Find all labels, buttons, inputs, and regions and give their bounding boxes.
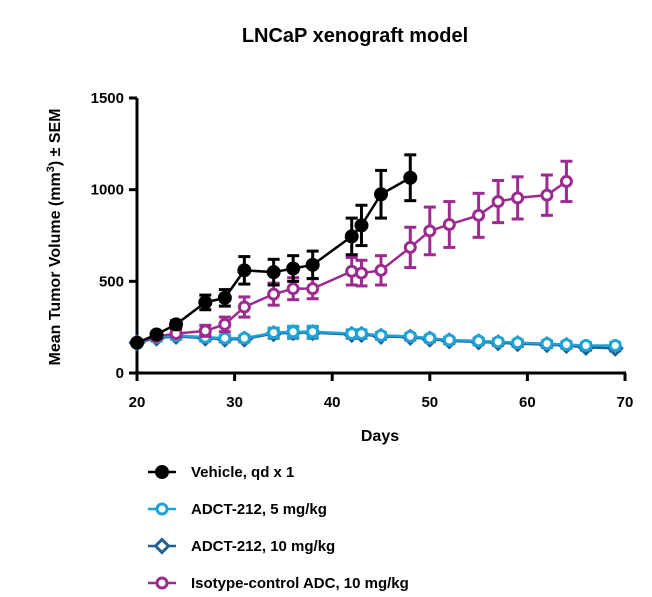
y-axis-title-suffix: ) ± SEM: [47, 109, 64, 167]
data-point: [354, 266, 368, 280]
data-point: [305, 257, 320, 272]
legend-label: Isotype-control ADC, 10 mg/kg: [191, 575, 409, 592]
data-point: [511, 336, 525, 350]
data-point: [354, 327, 368, 341]
data-point: [374, 263, 388, 277]
legend-label: ADCT-212, 10 mg/kg: [191, 538, 335, 555]
data-point: [423, 224, 437, 238]
legend-label: ADCT-212, 5 mg/kg: [191, 501, 327, 518]
data-point: [218, 317, 232, 331]
data-point: [559, 174, 573, 188]
data-point: [286, 282, 300, 296]
legend-item-2: ADCT-212, 10 mg/kg: [148, 537, 335, 555]
data-point: [218, 331, 232, 345]
data-point: [511, 191, 525, 205]
data-point: [423, 331, 437, 345]
legend-marker: [153, 537, 171, 555]
data-point: [306, 282, 320, 296]
data-point: [267, 326, 281, 340]
data-point: [403, 329, 417, 343]
x-tick-label: 40: [324, 394, 341, 411]
x-tick-label: 50: [421, 394, 438, 411]
y-tick-label: 500: [99, 273, 124, 290]
data-point: [374, 187, 388, 202]
data-point: [149, 327, 164, 342]
legend-item-3: Isotype-control ADC, 10 mg/kg: [148, 575, 409, 592]
y-axis-title: Mean Tumor Volume (mm3) ± SEM: [45, 109, 64, 366]
chart-title: LNCaP xenograft model: [242, 25, 468, 47]
legend: Vehicle, qd x 1 ADCT-212, 5 mg/kg ADCT-212…: [148, 464, 409, 592]
series-0: [130, 153, 418, 350]
legend-label: Vehicle, qd x 1: [191, 464, 294, 481]
data-point: [217, 290, 232, 305]
data-point: [442, 218, 456, 231]
data-point: [374, 328, 388, 342]
data-point: [472, 208, 486, 222]
legend-item-1: ADCT-212, 5 mg/kg: [148, 501, 327, 518]
data-point: [237, 300, 251, 314]
data-point: [442, 333, 456, 347]
data-point: [267, 287, 281, 301]
data-point: [491, 195, 505, 209]
legend-marker: [155, 576, 169, 590]
data-point: [540, 337, 554, 351]
data-point: [198, 295, 213, 310]
data-point: [286, 325, 300, 339]
series-1: [130, 324, 622, 352]
legend-marker: [155, 465, 169, 479]
x-tick-label: 70: [617, 394, 634, 411]
data-point: [169, 317, 184, 332]
y-axis-title-superscript: 3: [45, 166, 57, 172]
x-tick-label: 20: [129, 394, 146, 411]
y-tick-label: 1500: [91, 90, 124, 107]
data-point: [237, 263, 252, 278]
data-point: [286, 261, 301, 276]
x-axis-title: Days: [361, 428, 399, 445]
legend-marker: [155, 502, 169, 516]
data-point: [354, 218, 369, 233]
data-point: [130, 335, 144, 350]
legend-item-0: Vehicle, qd x 1: [148, 464, 294, 481]
data-point: [306, 325, 320, 339]
data-point: [540, 188, 554, 202]
data-point: [237, 331, 251, 345]
data-point: [403, 240, 417, 254]
y-axis-title-prefix: Mean Tumor Volume (mm: [47, 172, 64, 365]
y-tick-label: 1000: [91, 182, 124, 199]
data-point: [266, 265, 281, 280]
x-tick-label: 60: [519, 394, 536, 411]
y-tick-label: 0: [116, 365, 124, 382]
data-point: [198, 324, 212, 338]
plot-area: 20 30 40 50 60 70 0 500 1000 1500: [91, 90, 634, 411]
x-tick-label: 30: [226, 394, 243, 411]
data-point: [608, 339, 622, 352]
data-point: [403, 170, 418, 185]
series-line: [136, 330, 616, 347]
data-point: [491, 335, 505, 349]
data-point: [472, 334, 486, 348]
data-point: [579, 339, 593, 352]
data-point: [344, 229, 359, 244]
data-point: [559, 338, 573, 352]
